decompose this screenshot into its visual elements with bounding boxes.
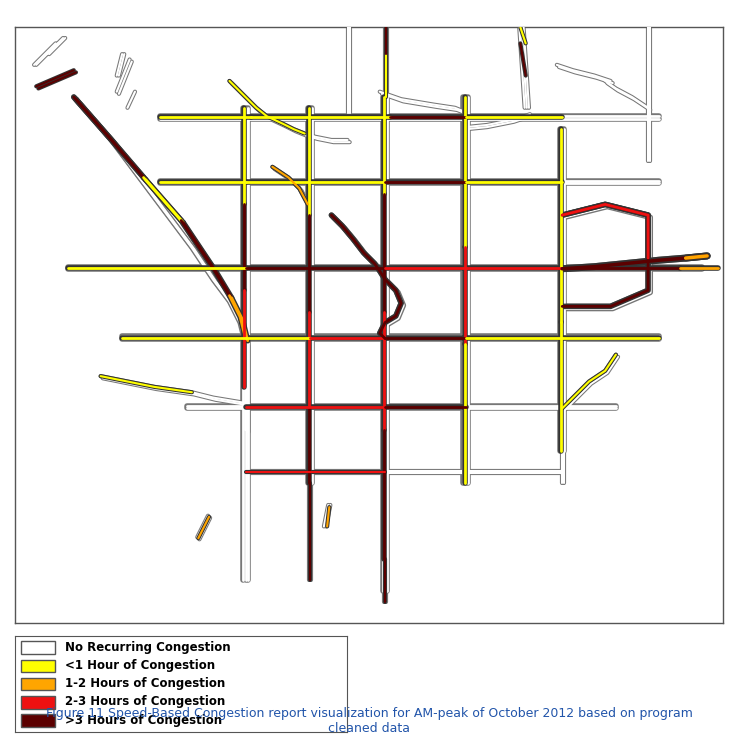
Bar: [21, 659, 55, 672]
Text: No Recurring Congestion: No Recurring Congestion: [65, 641, 230, 653]
Text: >3 Hours of Congestion: >3 Hours of Congestion: [65, 714, 221, 726]
Bar: [21, 715, 55, 727]
Bar: [21, 696, 55, 709]
Bar: [21, 678, 55, 690]
Text: 1-2 Hours of Congestion: 1-2 Hours of Congestion: [65, 677, 225, 690]
Text: Figure 11 Speed-Based Congestion report visualization for AM-peak of October 201: Figure 11 Speed-Based Congestion report …: [46, 706, 692, 735]
Text: <1 Hour of Congestion: <1 Hour of Congestion: [65, 659, 215, 672]
Text: 2-3 Hours of Congestion: 2-3 Hours of Congestion: [65, 695, 225, 708]
Bar: [21, 641, 55, 654]
